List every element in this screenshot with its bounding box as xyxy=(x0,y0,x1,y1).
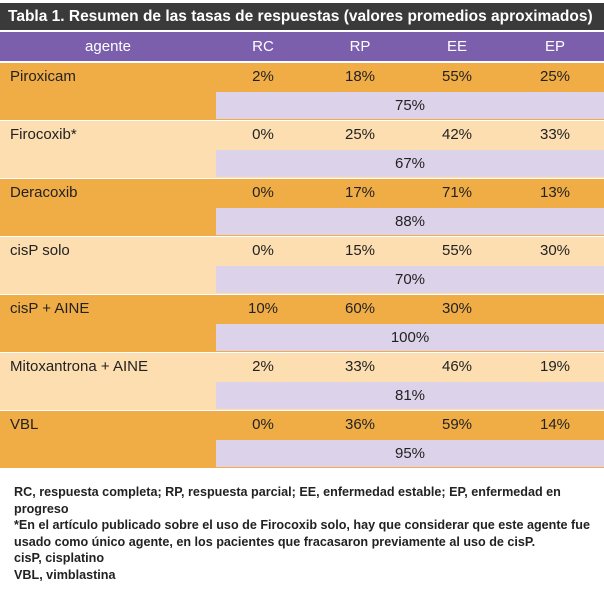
header-rc: RC xyxy=(252,38,274,55)
rp-cell: 18% xyxy=(344,68,376,85)
table-footnotes: RC, respuesta completa; RP, respuesta pa… xyxy=(14,484,599,583)
agent-cell: Deracoxib xyxy=(10,184,78,201)
ee-cell: 30% xyxy=(441,300,473,317)
rc-cell: 10% xyxy=(247,300,279,317)
table-row: Mitoxantrona + AINE 2% 33% 46% 19% 81% xyxy=(0,353,604,410)
ee-cell: 55% xyxy=(441,242,473,259)
table-row: cisP solo 0% 15% 55% 30% 70% xyxy=(0,237,604,294)
agent-cell: VBL xyxy=(10,416,39,433)
header-ee: EE xyxy=(446,38,467,55)
total-response-band: 81% xyxy=(216,382,604,409)
total-response-band: 75% xyxy=(216,92,604,119)
rp-cell: 25% xyxy=(344,126,376,143)
agent-cell: cisP solo xyxy=(10,242,70,259)
rp-cell: 33% xyxy=(344,358,376,375)
rc-cell: 0% xyxy=(252,416,274,433)
ep-cell: 25% xyxy=(539,68,571,85)
ep-cell: 14% xyxy=(539,416,571,433)
rc-cell: 0% xyxy=(252,184,274,201)
table-title: Tabla 1. Resumen de las tasas de respues… xyxy=(0,3,604,30)
table-body: Piroxicam 2% 18% 55% 25% 75% Firocoxib* … xyxy=(0,63,604,469)
footnote-vbl: VBL, vimblastina xyxy=(14,567,116,582)
footnote-firocoxib: *En el artículo publicado sobre el uso d… xyxy=(14,518,590,549)
total-response-band: 95% xyxy=(216,440,604,467)
table-row: Firocoxib* 0% 25% 42% 33% 67% xyxy=(0,121,604,178)
rc-cell: 2% xyxy=(252,68,274,85)
total-response-band: 100% xyxy=(216,324,604,351)
ee-cell: 71% xyxy=(441,184,473,201)
agent-cell: Firocoxib* xyxy=(10,126,77,143)
header-ep: EP xyxy=(544,38,565,55)
ee-cell: 55% xyxy=(441,68,473,85)
agent-cell: Mitoxantrona + AINE xyxy=(10,358,148,375)
agent-cell: Piroxicam xyxy=(10,68,76,85)
rc-cell: 0% xyxy=(252,242,274,259)
ee-cell: 46% xyxy=(441,358,473,375)
footnote-abbreviations: RC, respuesta completa; RP, respuesta pa… xyxy=(14,485,561,516)
table-row: VBL 0% 36% 59% 14% 95% xyxy=(0,411,604,468)
table-header: agente RC RP EE EP xyxy=(0,32,604,61)
total-response-band: 70% xyxy=(216,266,604,293)
rp-cell: 36% xyxy=(344,416,376,433)
table-row: Deracoxib 0% 17% 71% 13% 88% xyxy=(0,179,604,236)
rc-cell: 2% xyxy=(252,358,274,375)
footnote-cisp: cisP, cisplatino xyxy=(14,551,105,565)
header-agent: agente xyxy=(85,38,131,55)
ee-cell: 42% xyxy=(441,126,473,143)
ep-cell: 33% xyxy=(539,126,571,143)
rp-cell: 60% xyxy=(344,300,376,317)
header-rp: RP xyxy=(349,38,371,55)
rc-cell: 0% xyxy=(252,126,274,143)
rp-cell: 17% xyxy=(344,184,376,201)
table-row: cisP + AINE 10% 60% 30% 100% xyxy=(0,295,604,352)
ep-cell: 13% xyxy=(539,184,571,201)
table-row: Piroxicam 2% 18% 55% 25% 75% xyxy=(0,63,604,120)
ep-cell: 30% xyxy=(539,242,571,259)
ep-cell: 19% xyxy=(539,358,571,375)
total-response-band: 67% xyxy=(216,150,604,177)
ee-cell: 59% xyxy=(441,416,473,433)
total-response-band: 88% xyxy=(216,208,604,235)
rp-cell: 15% xyxy=(344,242,376,259)
agent-cell: cisP + AINE xyxy=(10,300,90,317)
